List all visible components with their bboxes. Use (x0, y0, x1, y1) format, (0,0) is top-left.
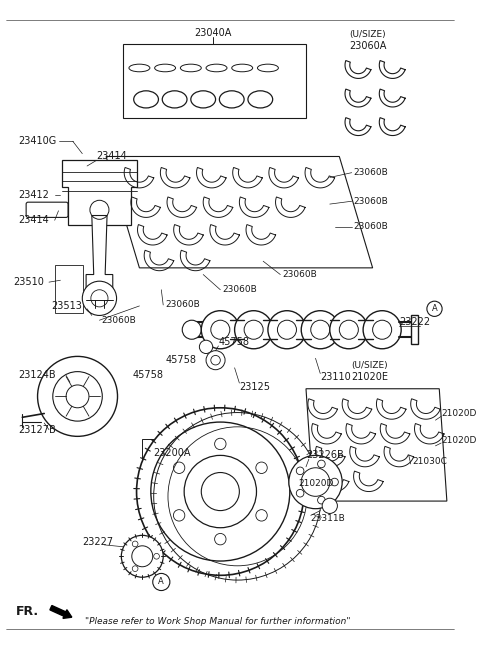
Circle shape (151, 422, 290, 561)
Text: (U/SIZE): (U/SIZE) (352, 361, 388, 371)
Text: 21020D: 21020D (299, 480, 334, 489)
Text: 23060B: 23060B (222, 286, 257, 294)
Text: 21020E: 21020E (352, 373, 389, 382)
Text: FR.: FR. (16, 605, 39, 618)
Circle shape (311, 320, 330, 339)
Text: 23510: 23510 (13, 277, 44, 287)
Text: 23060B: 23060B (354, 168, 388, 177)
Text: 23227: 23227 (82, 537, 113, 547)
Circle shape (121, 535, 163, 577)
Text: 45758: 45758 (218, 337, 250, 347)
Polygon shape (86, 215, 113, 299)
Bar (142, 439, 201, 466)
Text: 23060B: 23060B (101, 315, 136, 324)
Circle shape (199, 340, 213, 354)
Circle shape (211, 320, 230, 339)
Polygon shape (62, 160, 136, 225)
Text: 23414: 23414 (19, 215, 49, 225)
Circle shape (277, 320, 297, 339)
Circle shape (235, 311, 273, 349)
Text: 21020D: 21020D (441, 409, 477, 418)
Text: "Please refer to Work Shop Manual for further information": "Please refer to Work Shop Manual for fu… (85, 617, 351, 626)
Text: 23412: 23412 (19, 190, 49, 199)
Circle shape (37, 356, 118, 436)
Text: 23414: 23414 (96, 151, 127, 162)
Text: A: A (432, 304, 437, 313)
Circle shape (301, 468, 330, 496)
Circle shape (244, 320, 263, 339)
Text: 23125: 23125 (240, 382, 270, 392)
Circle shape (53, 372, 102, 421)
Bar (55, 265, 83, 313)
Circle shape (339, 320, 359, 339)
Text: A: A (158, 578, 164, 587)
Text: 23124B: 23124B (19, 371, 56, 380)
Circle shape (363, 311, 401, 349)
Circle shape (289, 456, 342, 509)
Circle shape (330, 311, 368, 349)
Circle shape (82, 281, 117, 315)
Text: 23226B: 23226B (306, 450, 344, 460)
Circle shape (201, 311, 240, 349)
Text: 23060B: 23060B (354, 197, 388, 206)
Circle shape (136, 408, 304, 575)
Text: 23200A: 23200A (153, 448, 191, 458)
Circle shape (201, 472, 240, 511)
Text: 23060B: 23060B (282, 270, 317, 279)
Circle shape (66, 385, 89, 408)
Circle shape (153, 574, 170, 591)
Text: 21020D: 21020D (441, 435, 477, 445)
Circle shape (372, 320, 392, 339)
Circle shape (132, 546, 153, 567)
Text: 23060A: 23060A (349, 41, 386, 51)
Text: 23040A: 23040A (194, 28, 231, 38)
Text: 23060B: 23060B (354, 223, 388, 232)
Text: 23410G: 23410G (19, 136, 57, 146)
Text: 45758: 45758 (133, 371, 164, 380)
Circle shape (182, 320, 201, 339)
Circle shape (268, 311, 306, 349)
FancyBboxPatch shape (26, 202, 68, 217)
Text: 23513: 23513 (51, 301, 82, 311)
Circle shape (322, 498, 337, 513)
Circle shape (206, 350, 225, 370)
FancyArrow shape (50, 606, 72, 618)
Circle shape (427, 301, 442, 317)
Circle shape (184, 456, 256, 528)
Bar (411, 315, 418, 344)
Text: 45758: 45758 (166, 355, 196, 365)
Text: 23222: 23222 (399, 317, 431, 327)
Text: 21030C: 21030C (413, 457, 447, 465)
Text: 23127B: 23127B (19, 424, 56, 435)
Text: 23110: 23110 (320, 373, 351, 382)
Text: 23060B: 23060B (165, 300, 200, 310)
Text: 23311B: 23311B (311, 514, 346, 522)
Text: (U/SIZE): (U/SIZE) (349, 30, 385, 39)
Circle shape (301, 311, 339, 349)
